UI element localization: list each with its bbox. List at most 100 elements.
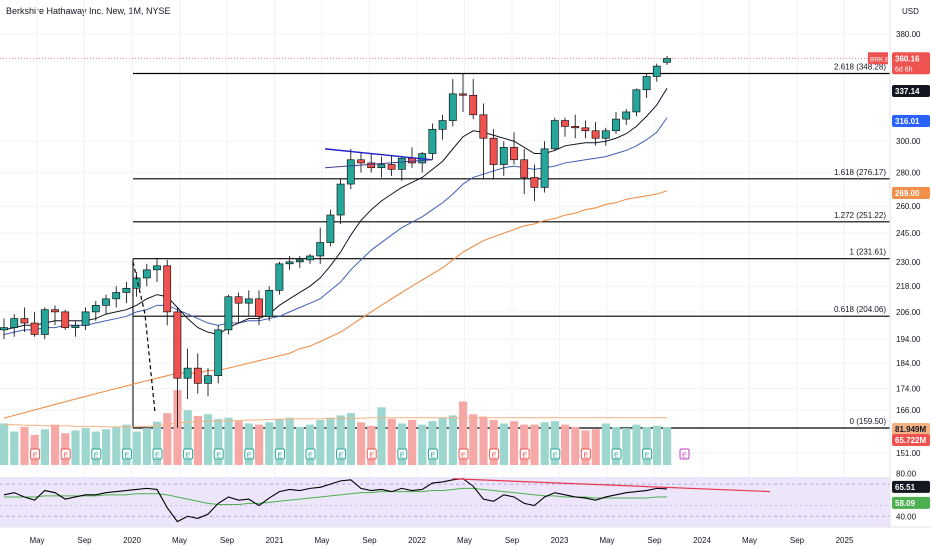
earnings-marker bbox=[519, 448, 530, 460]
rsi-tick-label: 40.00 bbox=[896, 512, 917, 521]
candle-body bbox=[469, 94, 478, 116]
volume-bar bbox=[244, 423, 253, 465]
volume-bar bbox=[652, 425, 661, 465]
volume-bar bbox=[561, 424, 570, 465]
earnings-marker-label: E bbox=[308, 451, 313, 460]
volume-bar bbox=[510, 421, 519, 465]
volume-bar bbox=[591, 429, 600, 465]
moving-averages bbox=[3, 87, 668, 419]
volume-bar bbox=[428, 421, 437, 465]
candle-body bbox=[71, 325, 80, 328]
earnings-marker-label: E bbox=[277, 451, 282, 460]
rsi-tag: 65.51 bbox=[895, 483, 916, 492]
time-tick-label: May bbox=[314, 536, 329, 545]
rsi-ma-line bbox=[4, 487, 668, 505]
candle-body bbox=[316, 242, 325, 257]
volume-bar bbox=[622, 428, 631, 465]
earnings-marker bbox=[366, 448, 377, 460]
candle-body bbox=[550, 120, 559, 150]
volume-bar bbox=[540, 422, 549, 465]
candle-body bbox=[163, 265, 172, 313]
volume-ma-tag: 81.949M bbox=[895, 425, 926, 434]
volume-bar bbox=[346, 413, 355, 465]
fib-label: 1.618 (276.17) bbox=[834, 168, 886, 177]
volume-bar bbox=[663, 427, 672, 465]
symbol-tag-bg bbox=[868, 52, 888, 65]
earnings-marker-label: E bbox=[369, 451, 374, 460]
volume-bar bbox=[204, 414, 213, 465]
earnings-marker-label: E bbox=[461, 451, 466, 460]
price-tick-label: 300.00 bbox=[896, 137, 921, 146]
last-price-tag-bg bbox=[892, 52, 930, 75]
candle-body bbox=[561, 120, 569, 127]
candle-body bbox=[612, 118, 620, 132]
time-tick-label: 2022 bbox=[408, 536, 426, 545]
candle-body bbox=[142, 269, 151, 279]
candle-body bbox=[632, 89, 641, 113]
ema-short-tag-bg bbox=[892, 85, 930, 97]
candle-body bbox=[234, 296, 243, 304]
earnings-marker bbox=[397, 448, 408, 460]
ema-mid-line bbox=[3, 117, 668, 335]
candles bbox=[0, 55, 671, 429]
candle-body bbox=[581, 127, 590, 132]
volume-ma-tag-bg bbox=[892, 423, 930, 435]
candle-body bbox=[601, 130, 610, 139]
volume-bar bbox=[20, 426, 29, 465]
earnings-marker-label: E bbox=[430, 451, 435, 460]
volume-bar bbox=[81, 428, 90, 465]
earnings-marker bbox=[489, 448, 500, 460]
volume-bar bbox=[550, 421, 559, 465]
volume-bar bbox=[40, 429, 49, 465]
candle-body bbox=[265, 290, 274, 317]
candle-body bbox=[591, 130, 600, 139]
earnings-marker bbox=[213, 448, 224, 460]
candle-body bbox=[622, 111, 631, 120]
drop-dashed-line bbox=[132, 261, 156, 413]
candle-body bbox=[193, 367, 202, 384]
time-tick-label: 2025 bbox=[836, 536, 854, 545]
earnings-marker bbox=[427, 448, 438, 460]
time-tick-label: Sep bbox=[790, 536, 805, 545]
fib-label: 1.272 (251.22) bbox=[834, 211, 886, 220]
volume-bar bbox=[612, 426, 621, 465]
candle-body bbox=[295, 259, 304, 263]
candle-body bbox=[10, 318, 19, 328]
volume-bar bbox=[479, 416, 488, 465]
candle-body bbox=[663, 57, 671, 63]
volume-tag: 65.722M bbox=[895, 436, 926, 445]
candle-body bbox=[204, 375, 212, 384]
rsi-tag-bg bbox=[892, 480, 930, 493]
earnings-marker-label: E bbox=[124, 451, 129, 460]
candle-body bbox=[214, 329, 223, 376]
price-tick-label: 218.00 bbox=[896, 282, 921, 291]
fib-levels: 0 (159.50) 0.618 (204.06) 1 (231.61) 1.272 … bbox=[132, 63, 890, 429]
candle-body bbox=[357, 159, 365, 164]
price-tick-label: 380.00 bbox=[896, 30, 921, 39]
volume-bar bbox=[601, 423, 610, 465]
earnings-marker-label: E bbox=[186, 451, 191, 460]
candle-body bbox=[336, 183, 345, 216]
price-tick-label: 174.00 bbox=[896, 385, 921, 394]
earnings-marker-label: E bbox=[63, 451, 68, 460]
volume-bar bbox=[295, 426, 304, 465]
candle-body bbox=[244, 298, 253, 304]
earnings-marker bbox=[152, 448, 163, 460]
earnings-marker-label: E bbox=[33, 451, 38, 460]
time-tick-label: 2024 bbox=[693, 536, 711, 545]
volume-bar bbox=[224, 417, 233, 465]
volume-bar bbox=[357, 422, 366, 465]
volume-bar bbox=[489, 420, 498, 465]
candle-body bbox=[30, 322, 39, 335]
earnings-marker bbox=[580, 448, 591, 460]
volume-bar bbox=[132, 431, 141, 465]
time-tick-label: 2023 bbox=[551, 536, 569, 545]
price-tick-label: 166.00 bbox=[896, 406, 921, 415]
rsi-divergence-line bbox=[452, 478, 771, 493]
volume-bar bbox=[642, 426, 651, 465]
price-tick-label: 230.00 bbox=[896, 258, 921, 267]
volume-bar bbox=[581, 430, 590, 465]
volume-bar bbox=[499, 423, 508, 465]
